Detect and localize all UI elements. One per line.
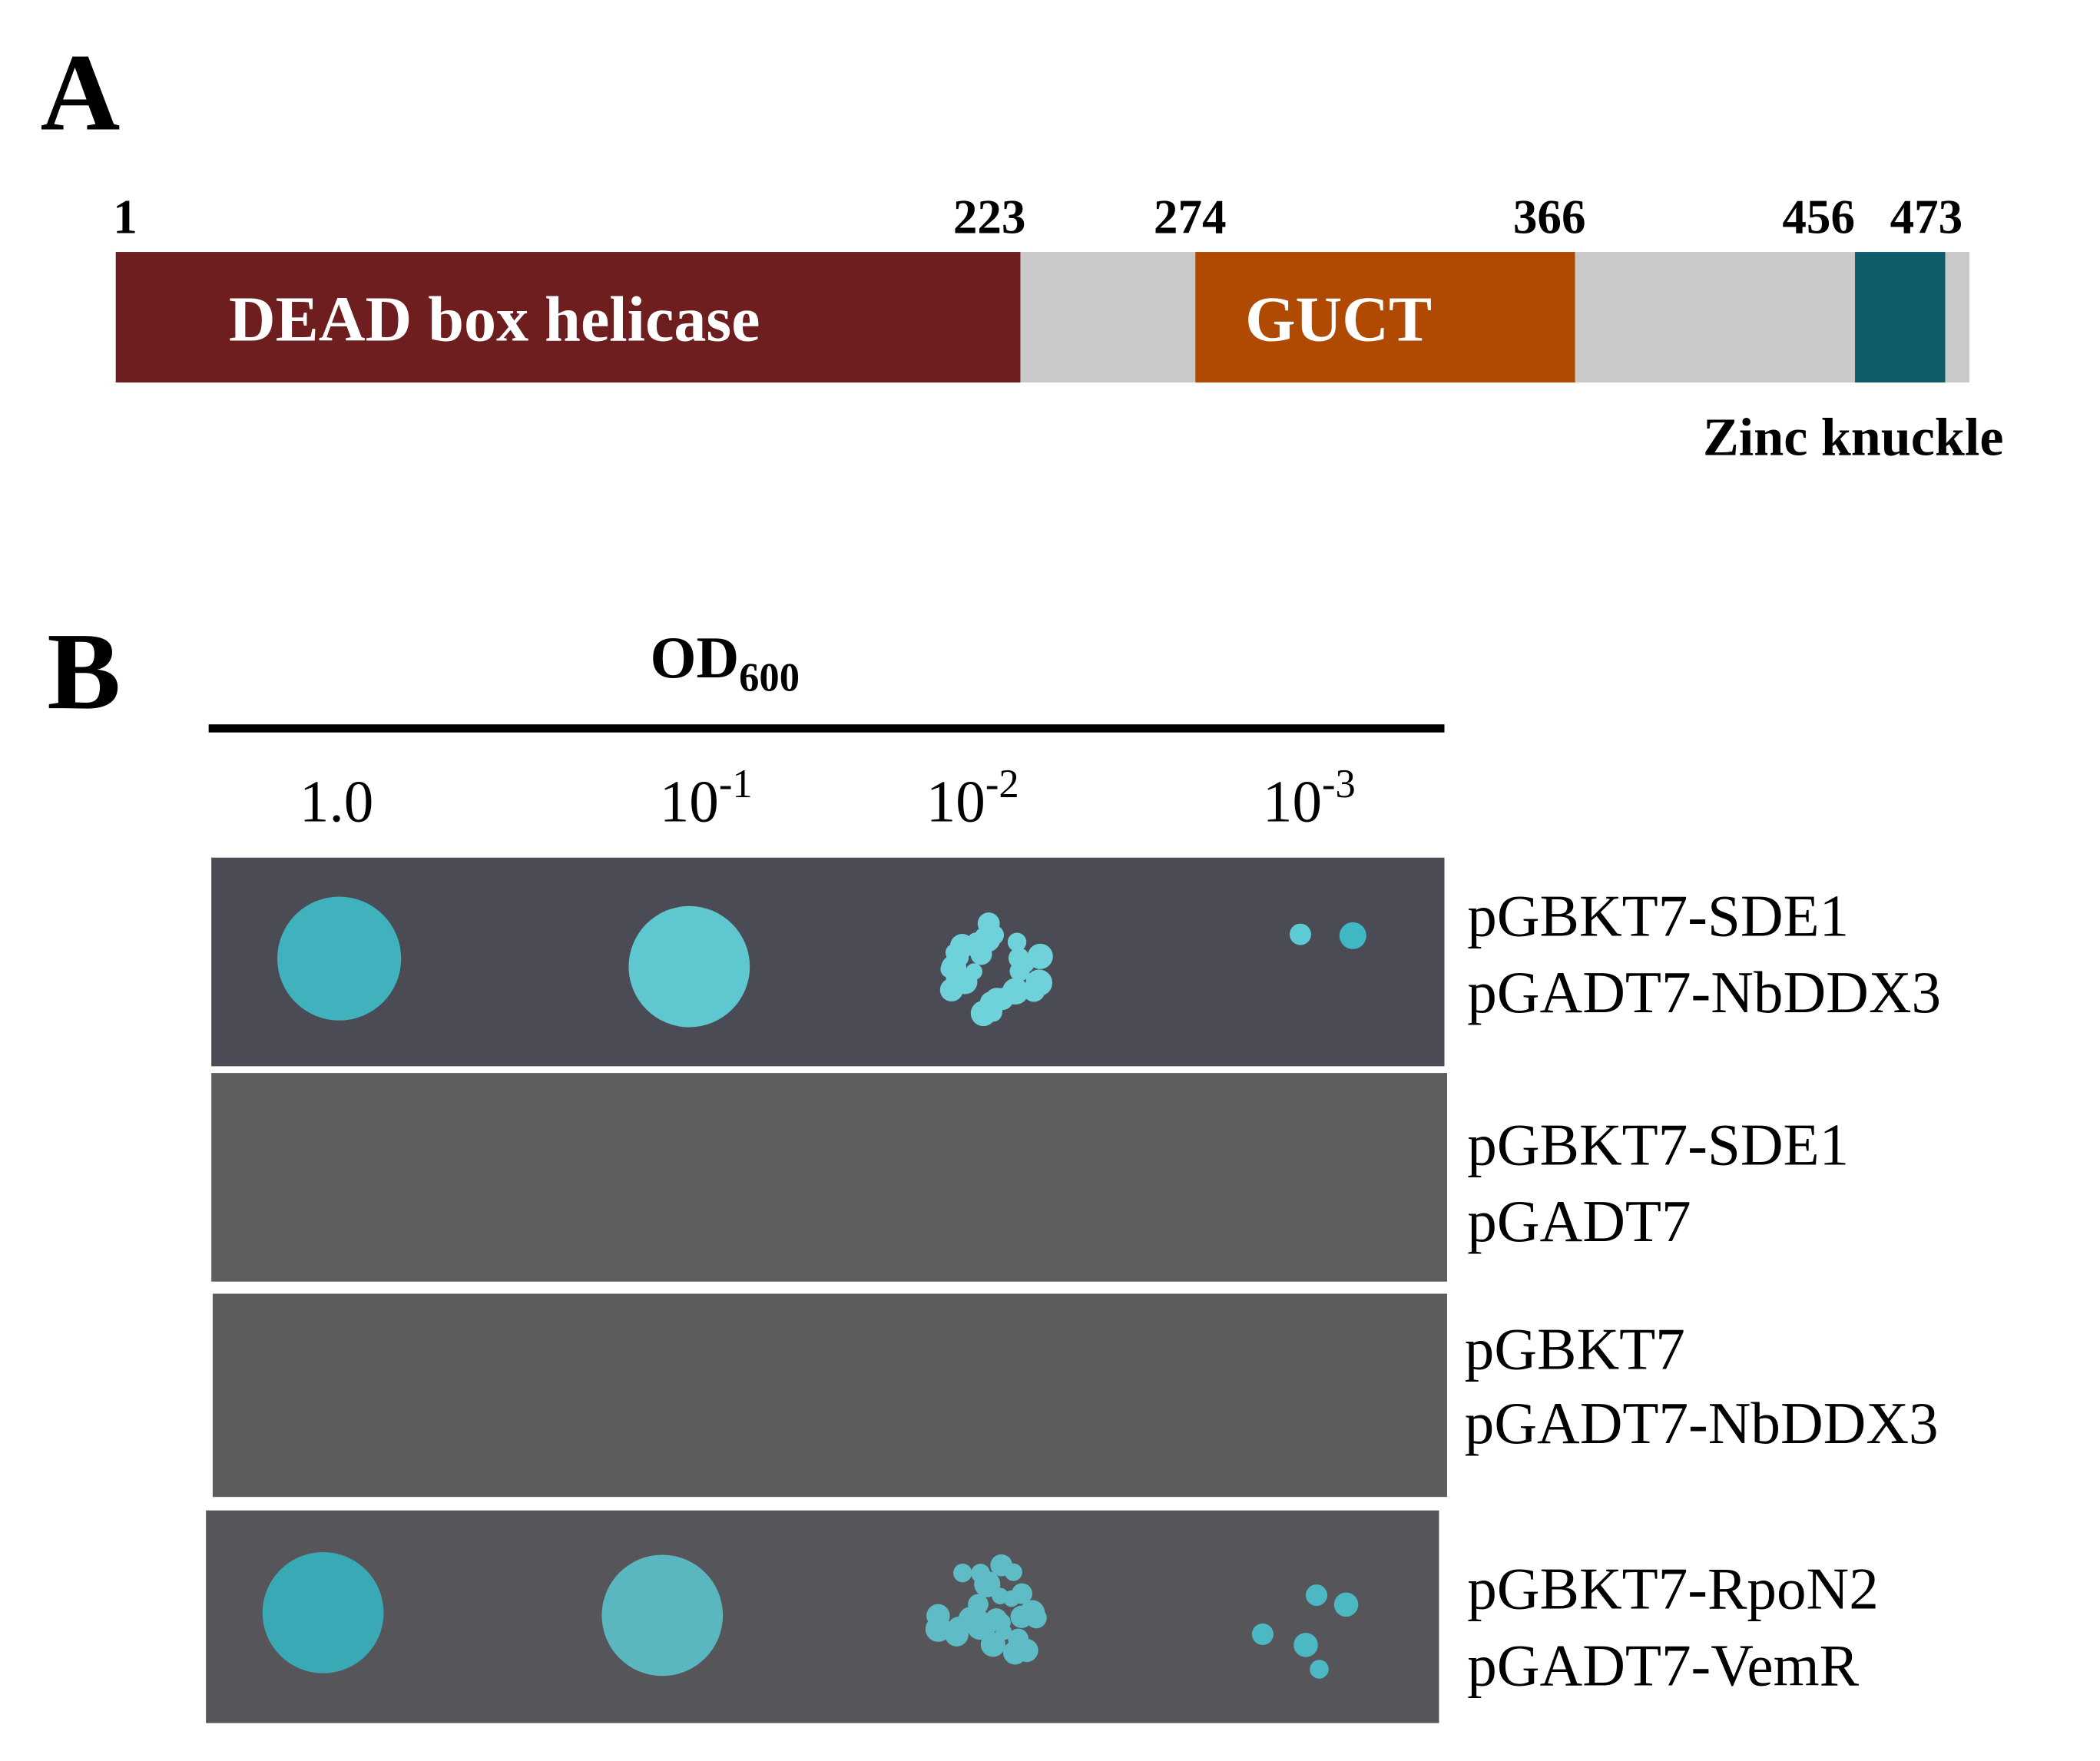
- dilution-label: 10-2: [926, 762, 1019, 835]
- colony: [974, 925, 1001, 952]
- od-subscript: 600: [739, 655, 800, 700]
- dilution-base: 10: [926, 768, 985, 834]
- dilution-base: 10: [660, 768, 719, 834]
- plate: [206, 1510, 1439, 1723]
- od-header: OD600: [650, 624, 800, 700]
- strain-label: pGBKT7-RpoN2: [1467, 1556, 1878, 1622]
- colony: [968, 1594, 989, 1615]
- colony: [990, 1554, 1013, 1577]
- dilution-label: 1.0: [300, 768, 373, 834]
- colony: [966, 963, 982, 980]
- colony: [925, 1616, 952, 1642]
- strain-label: pGBKT7-SDE1: [1467, 882, 1849, 948]
- panel-label: B: [47, 611, 121, 733]
- strain-label: pGADT7: [1467, 1188, 1691, 1254]
- strain-label: pGBKT7: [1465, 1316, 1685, 1382]
- domain: [1855, 252, 1946, 383]
- plate: [212, 1293, 1448, 1498]
- strain-label: pGBKT7-SDE1: [1467, 1111, 1849, 1177]
- colony: [1019, 1600, 1045, 1626]
- colony: [1011, 1583, 1032, 1604]
- plate: [211, 857, 1445, 1067]
- strain-label: pGADT7-VemR: [1467, 1633, 1859, 1699]
- position-label: 1: [113, 190, 137, 244]
- colony: [1310, 1660, 1329, 1679]
- colony: [628, 905, 750, 1028]
- colony: [945, 1622, 969, 1647]
- colony: [262, 1552, 384, 1673]
- header-line: [208, 724, 1445, 733]
- position-label: 366: [1513, 190, 1586, 244]
- panel-label: A: [41, 32, 121, 154]
- colony: [1007, 932, 1027, 952]
- position-label: 223: [953, 190, 1026, 244]
- colony: [1251, 1623, 1274, 1645]
- dilution-label: 10-1: [660, 762, 753, 835]
- colony: [277, 896, 402, 1021]
- colony: [1015, 1638, 1038, 1663]
- dilution-exponent: -2: [985, 762, 1019, 806]
- dilution-base: 10: [1263, 768, 1322, 834]
- colony: [1333, 1592, 1359, 1617]
- od-text: OD: [650, 624, 739, 690]
- colony: [1305, 1584, 1328, 1607]
- strain-label: pGADT7-NbDDX3: [1467, 959, 1941, 1025]
- dilution-exponent: -3: [1322, 762, 1356, 806]
- domain-label: DEAD box helicase: [229, 284, 760, 356]
- domain: [115, 252, 1021, 383]
- colony: [1009, 961, 1030, 981]
- strain-label: pGADT7-NbDDX3: [1465, 1390, 1939, 1456]
- dilution-exponent: -1: [719, 762, 753, 806]
- colony: [1293, 1633, 1318, 1657]
- colony: [601, 1554, 724, 1677]
- colonies: [262, 896, 1366, 1679]
- position-label: 456: [1782, 190, 1855, 244]
- colony: [971, 1564, 990, 1583]
- colony: [949, 934, 975, 958]
- colony: [975, 1613, 998, 1636]
- colony: [946, 968, 966, 988]
- colony: [985, 988, 1009, 1011]
- plate: [211, 1073, 1448, 1282]
- domain-label: GUCT: [1245, 284, 1432, 356]
- position-label: 274: [1154, 190, 1227, 244]
- colony: [1025, 981, 1045, 1001]
- position-label: 473: [1890, 190, 1963, 244]
- colony: [953, 1564, 972, 1583]
- colony: [1289, 923, 1311, 945]
- dilution-label: 10-3: [1263, 762, 1356, 835]
- colony: [1027, 943, 1053, 969]
- domain-label: Zinc knuckle: [1703, 409, 2003, 468]
- domain: [1195, 252, 1575, 383]
- colony: [1339, 922, 1366, 949]
